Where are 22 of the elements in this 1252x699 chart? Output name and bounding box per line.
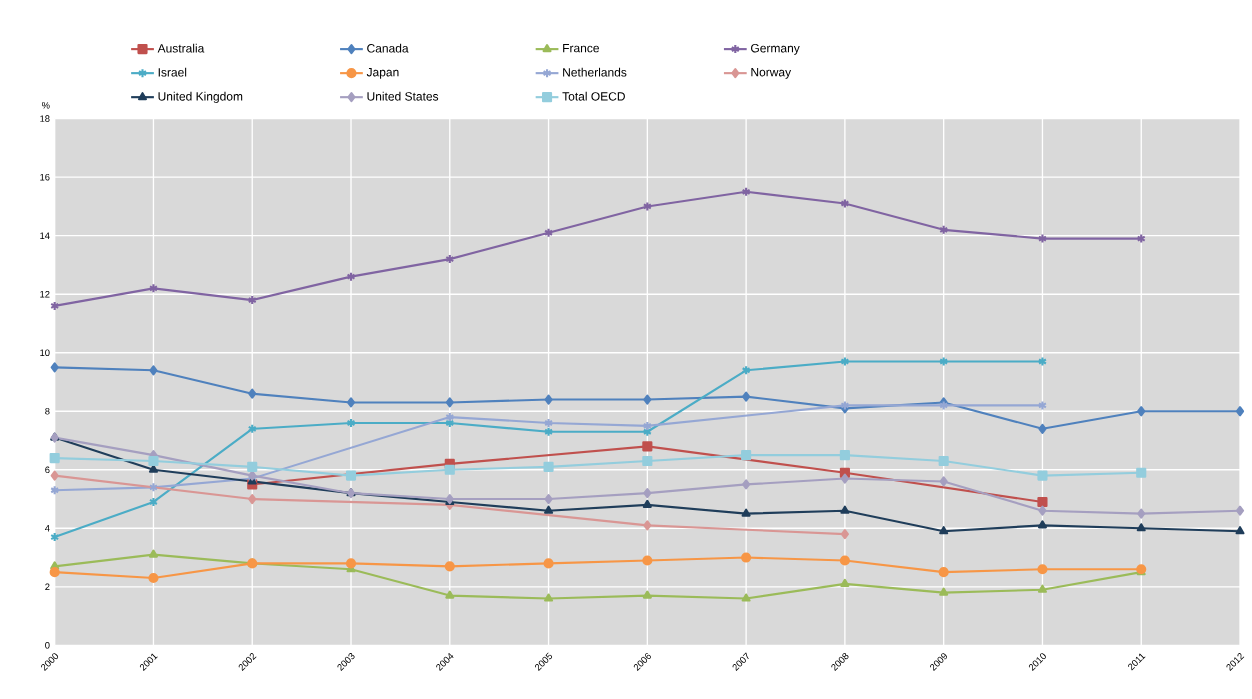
legend-label: Israel bbox=[158, 67, 187, 77]
y-tick-label: 14 bbox=[40, 232, 50, 240]
legend-label: Australia bbox=[157, 43, 205, 53]
legend-label: United States bbox=[367, 91, 439, 101]
y-tick-label: 6 bbox=[45, 466, 50, 474]
y-tick-label: 12 bbox=[40, 291, 50, 298]
y-tick-label: 0 bbox=[45, 642, 50, 649]
y-tick-label: 16 bbox=[40, 174, 50, 181]
y-tick-label: 4 bbox=[44, 525, 50, 532]
y-tick-label: 18 bbox=[40, 115, 50, 123]
legend-label: Netherlands bbox=[563, 67, 627, 77]
legend-label: Norway bbox=[751, 68, 792, 79]
legend-label: United Kingdom bbox=[158, 91, 243, 104]
legend-label: Germany bbox=[751, 44, 800, 55]
y-axis-title: % bbox=[42, 102, 50, 109]
legend-label: Japan bbox=[366, 68, 399, 79]
y-tick-label: 10 bbox=[40, 349, 50, 357]
legend-label: France bbox=[563, 44, 599, 53]
legend-label: Canada bbox=[367, 43, 409, 53]
y-tick-label: 8 bbox=[45, 408, 50, 415]
legend-label: Total OECD bbox=[562, 91, 625, 101]
y-tick-label: 2 bbox=[45, 583, 50, 591]
